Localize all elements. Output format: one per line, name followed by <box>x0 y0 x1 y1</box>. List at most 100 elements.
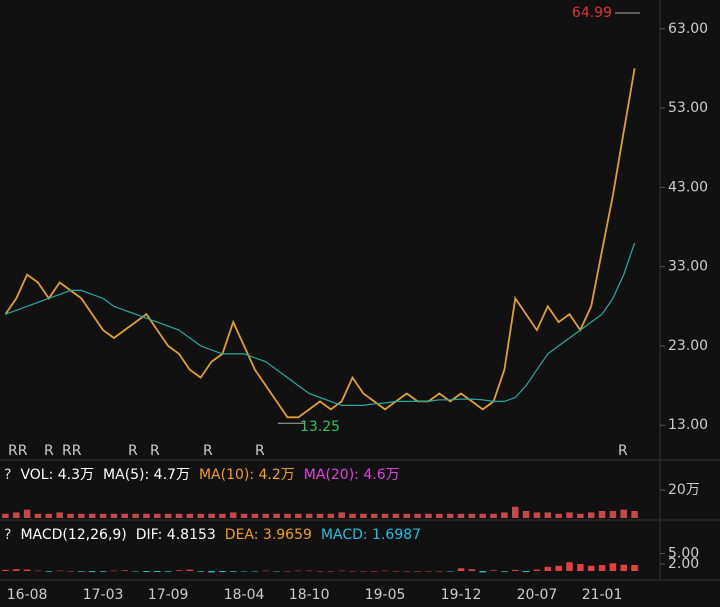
bar <box>132 571 139 572</box>
bar <box>34 513 42 518</box>
bar <box>381 570 389 572</box>
bar <box>370 513 378 518</box>
bar <box>208 571 215 573</box>
marker: RR <box>62 443 82 459</box>
bar <box>23 569 31 571</box>
marker: R <box>44 443 54 459</box>
bar <box>262 570 270 572</box>
bar <box>349 513 356 518</box>
bar <box>370 571 378 572</box>
y-tick-label: 33.00 <box>668 259 708 275</box>
max-label: 64.99 <box>572 5 612 21</box>
bar <box>154 571 161 573</box>
bar <box>577 513 584 518</box>
bar <box>67 571 74 572</box>
y-tick-label: 2.00 <box>668 556 699 572</box>
bar <box>533 569 541 571</box>
bar <box>403 513 411 518</box>
bar <box>23 509 31 518</box>
bar <box>522 511 530 518</box>
bar <box>78 513 85 518</box>
bar <box>164 513 172 518</box>
bar <box>88 571 96 573</box>
panel-header: MACD(12,26,9) <box>20 527 126 543</box>
bar <box>197 513 204 518</box>
bar <box>446 513 454 518</box>
bar <box>544 566 552 571</box>
bar <box>121 513 128 518</box>
bar <box>522 571 530 573</box>
bar <box>468 569 476 571</box>
y-tick-label: 23.00 <box>668 338 708 354</box>
bar <box>392 513 400 518</box>
bar <box>219 513 226 518</box>
bar <box>175 570 183 571</box>
panel-header: ? <box>4 527 11 543</box>
bar <box>338 570 345 572</box>
bar <box>229 512 237 518</box>
bar <box>45 571 53 572</box>
bar <box>609 563 617 571</box>
panel-header: MA(5): 4.7万 <box>103 467 190 483</box>
bar <box>436 571 443 572</box>
y-tick-label: 13.00 <box>668 417 708 433</box>
bar <box>512 506 519 518</box>
bar <box>99 571 107 572</box>
bar <box>446 571 454 572</box>
y-tick-label: 20万 <box>668 482 700 498</box>
bar <box>338 512 345 518</box>
min-label: 13.25 <box>300 419 340 435</box>
bar <box>490 570 497 571</box>
panel-header: MA(20): 4.6万 <box>304 467 400 483</box>
bar <box>555 565 562 571</box>
bar <box>436 513 443 518</box>
bar <box>99 513 107 518</box>
bar <box>327 571 335 572</box>
bar <box>305 513 313 518</box>
panel-header: MA(10): 4.2万 <box>199 467 295 483</box>
bar <box>78 571 85 572</box>
panel-header: DEA: 3.9659 <box>225 527 312 543</box>
bar <box>284 513 291 518</box>
bar <box>175 513 183 518</box>
bar <box>381 513 389 518</box>
bar <box>284 571 291 572</box>
bar <box>143 571 150 573</box>
marker: R <box>203 443 213 459</box>
bar <box>34 570 42 572</box>
bar <box>457 568 465 571</box>
bar <box>479 571 486 573</box>
bar <box>587 565 595 571</box>
x-tick-label: 18-10 <box>289 587 330 603</box>
bar <box>468 513 476 518</box>
x-tick-label: 20-07 <box>517 587 558 603</box>
bar <box>13 512 20 518</box>
bar <box>566 562 573 571</box>
bar <box>2 569 9 571</box>
bar <box>143 513 150 518</box>
bar <box>598 511 606 518</box>
bar <box>251 571 259 572</box>
bar <box>512 569 519 571</box>
x-tick-label: 19-05 <box>365 587 406 603</box>
y-tick-label: 63.00 <box>668 21 708 37</box>
bar <box>566 512 573 518</box>
bar <box>349 571 356 572</box>
bar <box>13 569 20 571</box>
x-tick-label: 18-04 <box>224 587 265 603</box>
bar <box>132 513 139 518</box>
bar <box>56 512 63 518</box>
bar <box>414 571 421 572</box>
bar <box>273 513 280 518</box>
x-tick-label: 17-09 <box>148 587 189 603</box>
bar <box>631 511 638 518</box>
bar <box>425 571 432 572</box>
marker: RR <box>8 443 28 459</box>
bar <box>164 571 172 572</box>
y-tick-label: 43.00 <box>668 179 708 195</box>
bar <box>316 571 324 572</box>
marker: R <box>618 443 628 459</box>
y-tick-label: 53.00 <box>668 100 708 116</box>
bar <box>197 571 204 572</box>
